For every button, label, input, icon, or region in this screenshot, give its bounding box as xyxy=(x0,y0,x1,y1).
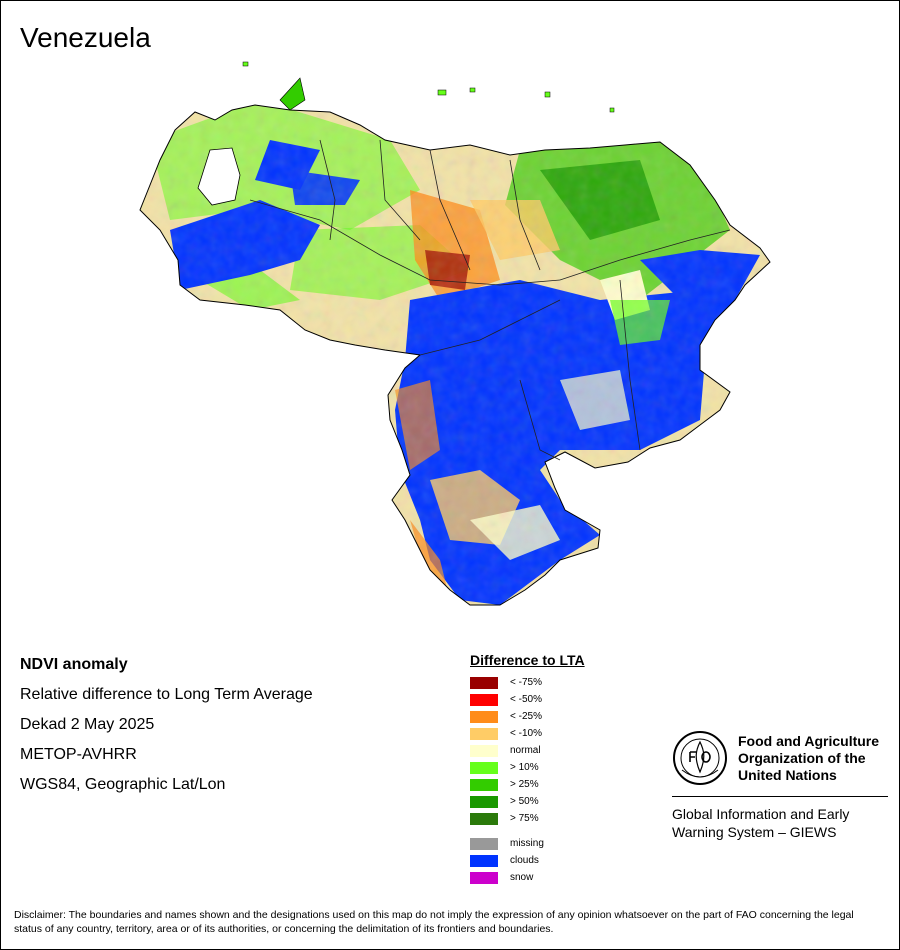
legend-item: clouds xyxy=(470,852,585,869)
legend-item: > 50% xyxy=(470,793,585,810)
legend-item: > 10% xyxy=(470,759,585,776)
legend-swatch xyxy=(470,744,498,757)
legend-title: Difference to LTA xyxy=(470,652,585,668)
fao-branding: Food and Agriculture Organization of the… xyxy=(672,730,888,841)
legend-item: > 25% xyxy=(470,776,585,793)
legend-label: > 25% xyxy=(510,779,539,790)
legend-item: < -75% xyxy=(470,674,585,691)
legend-item: < -50% xyxy=(470,691,585,708)
legend-label: > 10% xyxy=(510,762,539,773)
legend-swatch xyxy=(470,693,498,706)
legend: Difference to LTA < -75% < -50% < -25% < -1… xyxy=(470,652,585,886)
fao-logo-icon xyxy=(673,731,727,785)
legend-label: < -50% xyxy=(510,694,542,705)
product-projection: WGS84, Geographic Lat/Lon xyxy=(20,776,226,793)
legend-item: < -10% xyxy=(470,725,585,742)
legend-swatch xyxy=(470,871,498,884)
legend-swatch xyxy=(470,676,498,689)
product-name: NDVI anomaly xyxy=(20,656,128,673)
legend-label: snow xyxy=(510,872,534,883)
legend-label: normal xyxy=(510,745,541,756)
legend-swatch xyxy=(470,778,498,791)
legend-label: < -75% xyxy=(510,677,542,688)
legend-item: > 75% xyxy=(470,810,585,827)
product-period: Dekad 2 May 2025 xyxy=(20,716,155,733)
map-title: Venezuela xyxy=(20,22,151,53)
legend-label: > 75% xyxy=(510,813,539,824)
legend-swatch xyxy=(470,795,498,808)
legend-item: snow xyxy=(470,869,585,886)
legend-swatch xyxy=(470,727,498,740)
legend-swatch xyxy=(470,854,498,867)
legend-label: missing xyxy=(510,838,544,849)
legend-label: < -25% xyxy=(510,711,542,722)
admin-boundaries xyxy=(249,139,731,461)
product-sensor: METOP-AVHRR xyxy=(20,746,137,763)
map-info: NDVI anomaly Relative difference to Long… xyxy=(20,656,313,806)
giews-name: Global Information and Early Warning Sys… xyxy=(672,806,850,840)
fao-name: Food and Agriculture Organization of the… xyxy=(738,732,880,783)
lake-maracaibo xyxy=(197,147,241,206)
product-description: Relative difference to Long Term Average xyxy=(20,686,313,703)
fao-divider xyxy=(672,796,888,797)
venezuela-map xyxy=(139,61,771,606)
legend-swatch xyxy=(470,761,498,774)
legend-item: missing xyxy=(470,835,585,852)
legend-item: < -25% xyxy=(470,708,585,725)
legend-label: < -10% xyxy=(510,728,542,739)
disclaimer: Disclaimer: The boundaries and names sho… xyxy=(14,909,854,935)
legend-label: > 50% xyxy=(510,796,539,807)
legend-item: normal xyxy=(470,742,585,759)
legend-swatch xyxy=(470,837,498,850)
legend-swatch xyxy=(470,812,498,825)
legend-label: clouds xyxy=(510,855,539,866)
legend-swatch xyxy=(470,710,498,723)
